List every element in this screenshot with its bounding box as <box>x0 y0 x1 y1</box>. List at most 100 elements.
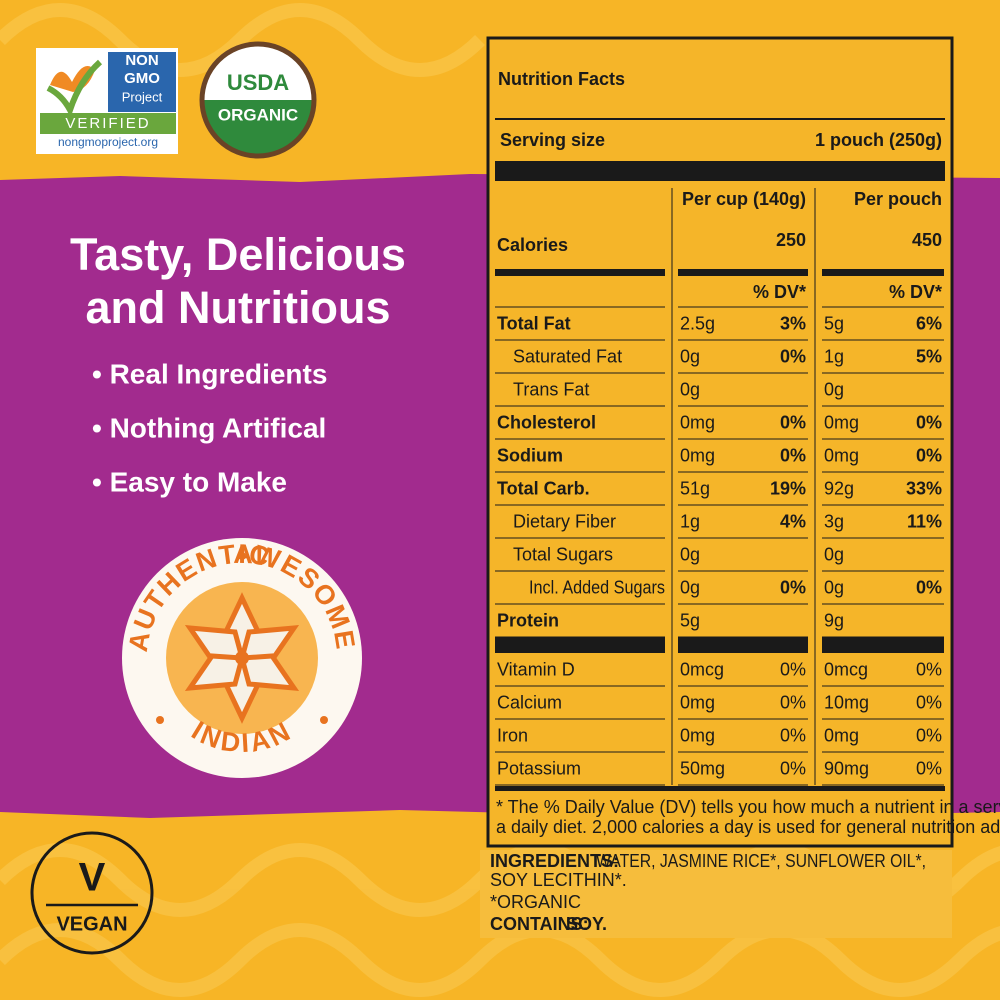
nutrient-label: Calcium <box>497 692 562 712</box>
daily-value: 0% <box>780 725 806 745</box>
daily-value: 0% <box>780 412 806 432</box>
daily-value: 0% <box>780 346 806 366</box>
ingredients: INGREDIENTS: WATER, JASMINE RICE*, SUNFL… <box>490 851 926 934</box>
usda-badge: USDA ORGANIC <box>199 41 317 159</box>
nutrient-label: Protein <box>497 610 559 630</box>
amount: 50mg <box>680 758 725 778</box>
daily-value: 3% <box>780 313 806 333</box>
amount: 0mg <box>680 725 715 745</box>
calories-value: 450 <box>912 230 942 250</box>
daily-value: 11% <box>907 511 942 531</box>
amount: 0mg <box>680 412 715 432</box>
amount: 5g <box>824 313 844 333</box>
amount: 51g <box>680 478 710 498</box>
ingredients-background <box>480 850 952 938</box>
daily-value: 0% <box>916 758 942 778</box>
footnote: * The % Daily Value (DV) tells you how m… <box>496 797 1000 817</box>
daily-value: 0% <box>916 412 942 432</box>
nutrient-label: Total Sugars <box>513 544 613 564</box>
amount: 0mg <box>824 412 859 432</box>
nutrient-label: Total Fat <box>497 313 571 333</box>
amount: 0mg <box>680 445 715 465</box>
nutrient-label: Cholesterol <box>497 412 596 432</box>
daily-value: 0% <box>780 758 806 778</box>
serving-value: 1 pouch (250g) <box>815 130 942 150</box>
dv-header: % DV* <box>889 282 942 302</box>
seal: AUTHENTIC AWESOME INDIAN <box>122 538 362 778</box>
amount: 9g <box>824 610 844 630</box>
daily-value: 19% <box>770 478 806 498</box>
amount: 2.5g <box>680 313 715 333</box>
badge-text: GMO <box>124 70 160 87</box>
contains-text: SOY. <box>566 914 607 934</box>
badge-url: nongmoproject.org <box>58 135 158 149</box>
amount: 0g <box>680 379 700 399</box>
nutrient-label: Total Carb. <box>497 478 590 498</box>
bullet: • Easy to Make <box>92 466 287 497</box>
dv-header: % DV* <box>753 282 806 302</box>
amount: 0g <box>824 544 844 564</box>
nutrient-label: Saturated Fat <box>513 346 622 366</box>
vegan-label: VEGAN <box>56 913 127 935</box>
daily-value: 0% <box>780 577 806 597</box>
bullet: • Nothing Artifical <box>92 412 326 443</box>
amount: 0g <box>680 346 700 366</box>
vegan-badge: V VEGAN <box>30 831 154 955</box>
column-header: Per pouch <box>854 189 942 209</box>
amount: 0mg <box>680 692 715 712</box>
nutrition-facts: Nutrition Facts Serving size 1 pouch (25… <box>486 36 1000 848</box>
amount: 10mg <box>824 692 869 712</box>
non-gmo-badge: NON GMO Project VERIFIED nongmoproject.o… <box>36 48 178 154</box>
daily-value: 0% <box>916 692 942 712</box>
daily-value: 0% <box>780 445 806 465</box>
amount: 1g <box>824 346 844 366</box>
amount: 0mg <box>824 725 859 745</box>
amount: 0g <box>680 544 700 564</box>
daily-value: 5% <box>916 346 942 366</box>
amount: 92g <box>824 478 854 498</box>
daily-value: 0% <box>916 659 942 679</box>
ingredients-text: SOY LECITHIN*. <box>490 870 627 890</box>
daily-value: 0% <box>916 577 942 597</box>
daily-value: 0% <box>780 692 806 712</box>
calories-label: Calories <box>497 235 568 255</box>
nutrient-label: Iron <box>497 725 528 745</box>
amount: 3g <box>824 511 844 531</box>
badge-text: Project <box>122 89 163 104</box>
nutrient-label: Dietary Fiber <box>513 511 616 531</box>
amount: 0g <box>824 379 844 399</box>
badge-text: USDA <box>227 70 289 95</box>
nutrient-label: Vitamin D <box>497 659 575 679</box>
nutrient-label: Incl. Added Sugars <box>529 577 665 597</box>
amount: 0mg <box>824 445 859 465</box>
daily-value: 0% <box>780 659 806 679</box>
headline: Tasty, Delicious <box>70 229 406 280</box>
vegan-letter: V <box>79 856 106 900</box>
nutrition-title: Nutrition Facts <box>498 69 625 89</box>
daily-value: 33% <box>906 478 942 498</box>
badge-text: NON <box>125 52 158 69</box>
serving-label: Serving size <box>500 130 605 150</box>
daily-value: 0% <box>916 725 942 745</box>
calories-value: 250 <box>776 230 806 250</box>
contains-label: CONTAINS: <box>490 914 589 934</box>
daily-value: 0% <box>916 445 942 465</box>
amount: 0mcg <box>824 659 868 679</box>
organic-note: *ORGANIC <box>490 892 581 912</box>
ingredients-text: WATER, JASMINE RICE*, SUNFLOWER OIL*, <box>596 851 926 871</box>
ingredients-label: INGREDIENTS: <box>490 851 619 871</box>
bullet: • Real Ingredients <box>92 358 327 389</box>
amount: 5g <box>680 610 700 630</box>
footnote: a daily diet. 2,000 calories a day is us… <box>496 817 1000 837</box>
headline: and Nutritious <box>86 282 391 333</box>
amount: 0mcg <box>680 659 724 679</box>
daily-value: 4% <box>780 511 806 531</box>
column-header: Per cup (140g) <box>682 189 806 209</box>
amount: 90mg <box>824 758 869 778</box>
amount: 0g <box>824 577 844 597</box>
nutrient-label: Potassium <box>497 758 581 778</box>
badge-text: VERIFIED <box>65 115 150 132</box>
nutrient-label: Trans Fat <box>513 379 589 399</box>
nutrient-label: Sodium <box>497 445 563 465</box>
